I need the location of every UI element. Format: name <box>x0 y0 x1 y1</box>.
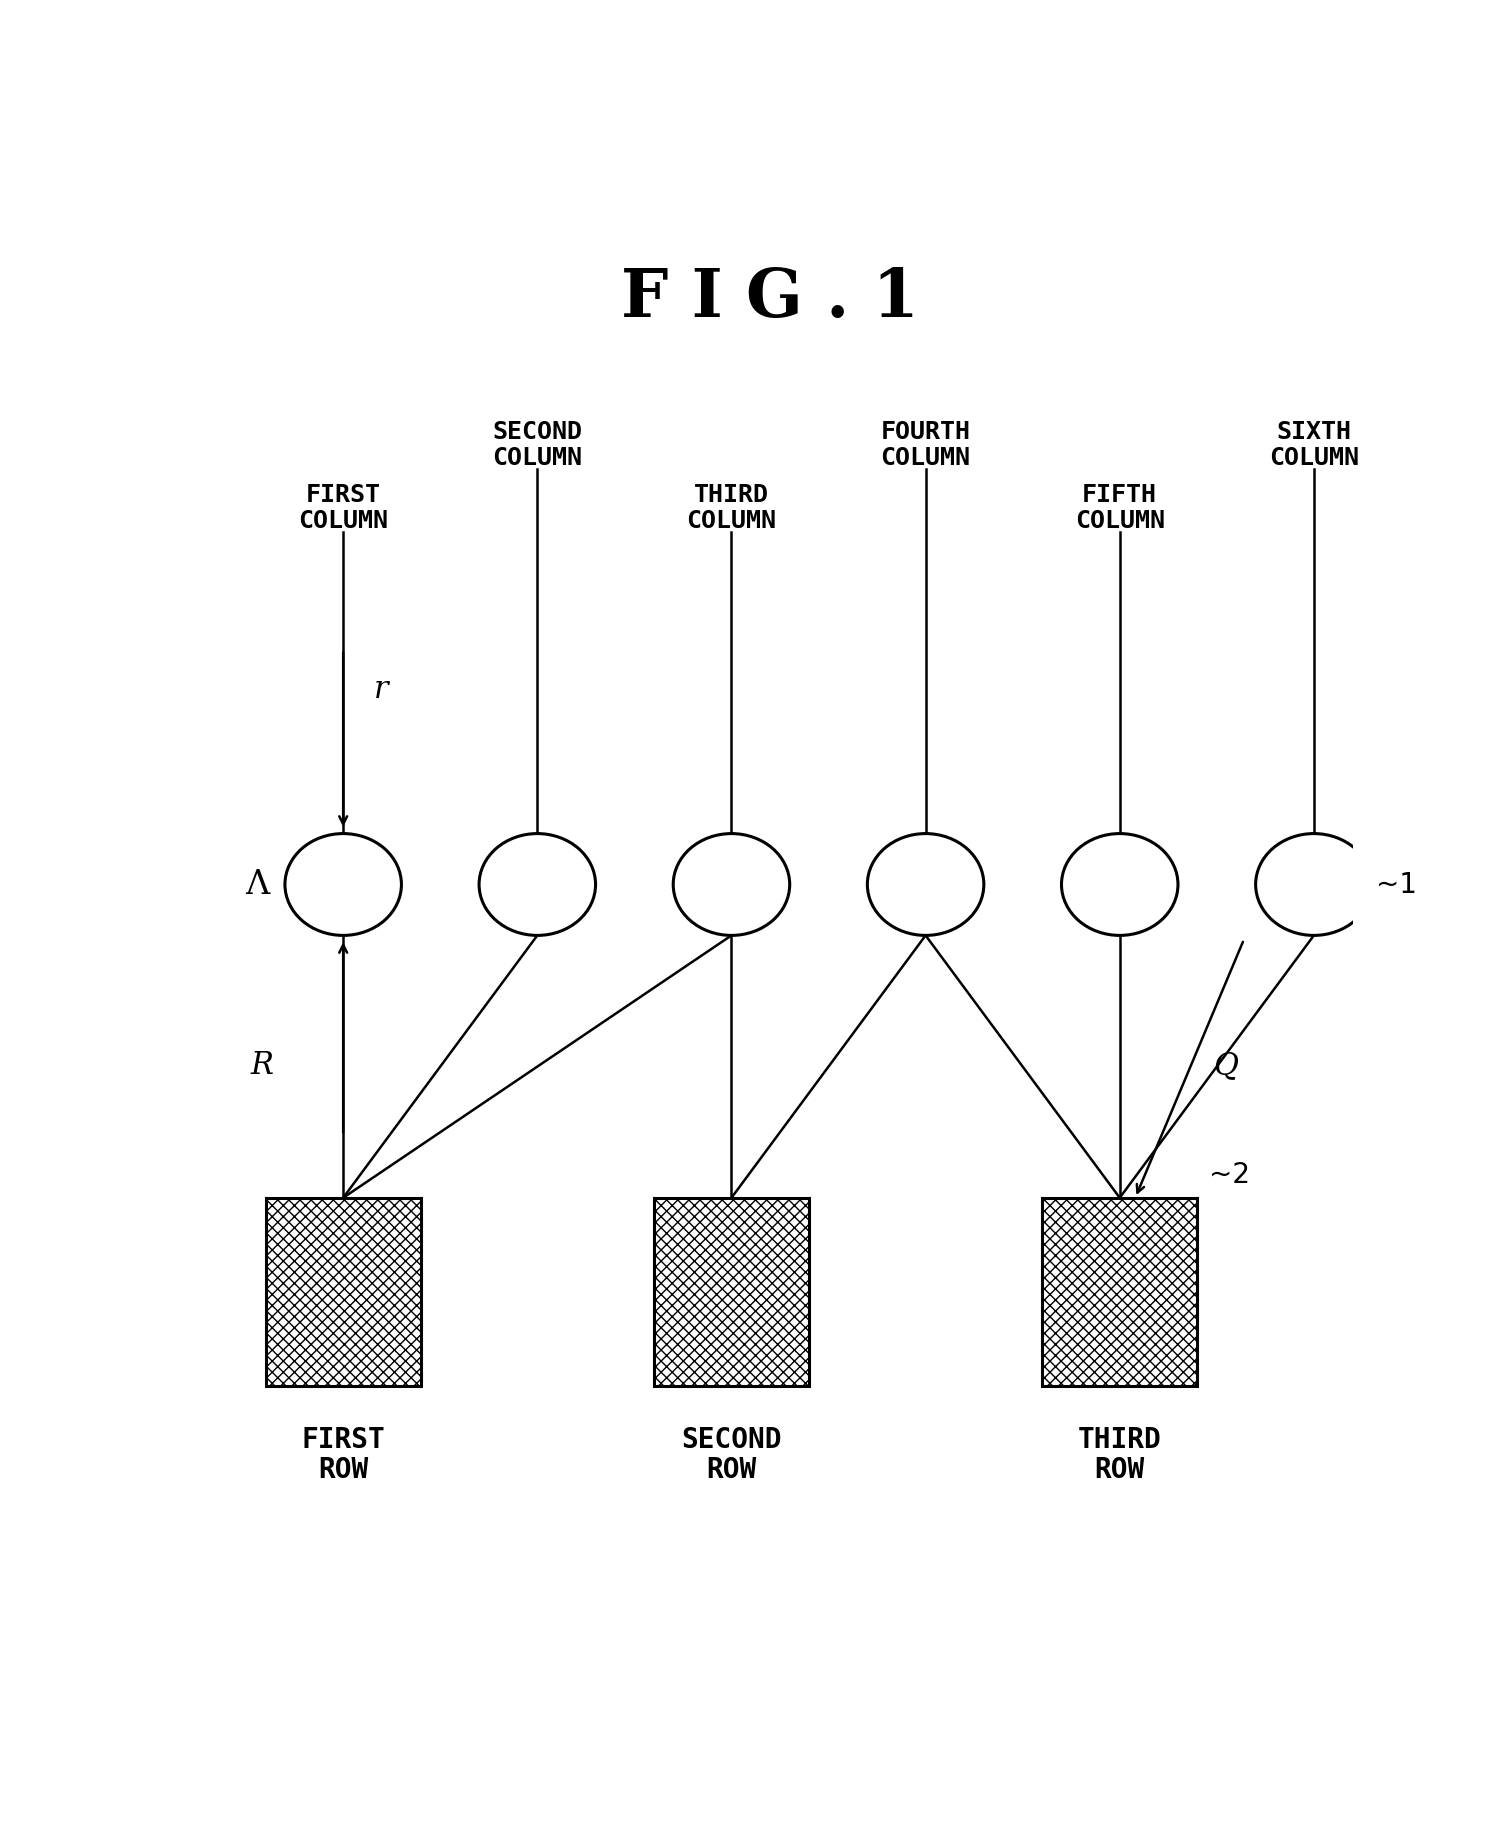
Text: Q: Q <box>1213 1050 1238 1080</box>
Text: R: R <box>251 1050 274 1080</box>
Text: SIXTH
COLUMN: SIXTH COLUMN <box>1269 421 1359 470</box>
Ellipse shape <box>1255 834 1372 935</box>
Bar <box>266 1199 421 1385</box>
Ellipse shape <box>867 834 984 935</box>
Text: FIRST
ROW: FIRST ROW <box>301 1426 385 1484</box>
Ellipse shape <box>1061 834 1178 935</box>
Text: SECOND
ROW: SECOND ROW <box>681 1426 782 1484</box>
Text: r: r <box>374 673 389 705</box>
Text: FIRST
COLUMN: FIRST COLUMN <box>298 483 388 533</box>
Text: SECOND
COLUMN: SECOND COLUMN <box>493 421 582 470</box>
Text: Λ: Λ <box>245 869 269 900</box>
Text: FIFTH
COLUMN: FIFTH COLUMN <box>1075 483 1165 533</box>
Ellipse shape <box>286 834 401 935</box>
Ellipse shape <box>673 834 789 935</box>
Text: THIRD
COLUMN: THIRD COLUMN <box>687 483 777 533</box>
Text: THIRD
ROW: THIRD ROW <box>1078 1426 1162 1484</box>
Bar <box>1042 1199 1198 1385</box>
Text: ~2: ~2 <box>1208 1160 1250 1190</box>
Bar <box>654 1199 809 1385</box>
Text: FOURTH
COLUMN: FOURTH COLUMN <box>881 421 971 470</box>
Text: F I G . 1: F I G . 1 <box>621 265 920 331</box>
Ellipse shape <box>479 834 595 935</box>
Text: ~1: ~1 <box>1377 871 1417 899</box>
